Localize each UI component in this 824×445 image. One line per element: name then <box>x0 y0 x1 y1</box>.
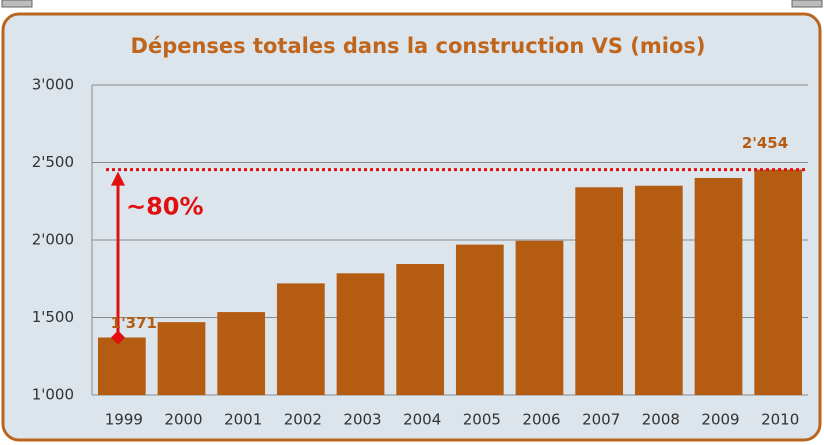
bar <box>97 337 146 395</box>
x-tick-label: 2001 <box>224 411 262 429</box>
bar <box>575 187 624 395</box>
y-tick-label: 1'500 <box>32 308 74 326</box>
x-tick-label: 2007 <box>582 411 620 429</box>
bar <box>157 322 206 395</box>
corner-icon <box>1 0 33 8</box>
y-tick-label: 2'000 <box>32 231 74 249</box>
bar <box>396 264 445 395</box>
x-tick-label: 2005 <box>463 411 501 429</box>
x-tick-label: 2008 <box>642 411 680 429</box>
x-tick-label: 1999 <box>105 411 143 429</box>
x-tick-label: 2000 <box>164 411 202 429</box>
arrow-head <box>111 171 125 186</box>
y-tick-label: 1'000 <box>32 386 74 404</box>
bar <box>217 312 266 395</box>
corner-icon <box>791 0 823 8</box>
bar <box>515 240 564 395</box>
x-tick-label: 2006 <box>522 411 560 429</box>
x-tick-label: 2003 <box>343 411 381 429</box>
bar <box>455 244 504 395</box>
bar <box>634 185 683 395</box>
annotation: ~80% <box>126 193 204 221</box>
bar <box>694 178 743 395</box>
arrow-diamond <box>111 330 125 345</box>
data-label: 1'371 <box>111 314 157 332</box>
data-label: 2'454 <box>742 134 788 152</box>
x-tick-label: 2010 <box>761 411 799 429</box>
bar <box>276 283 325 395</box>
bar <box>754 169 803 395</box>
chart-title: Dépenses totales dans la construction VS… <box>131 34 706 58</box>
y-tick-label: 2'500 <box>32 153 74 171</box>
bar <box>336 273 385 395</box>
x-tick-label: 2004 <box>403 411 441 429</box>
x-tick-label: 2002 <box>284 411 322 429</box>
x-tick-label: 2009 <box>701 411 739 429</box>
y-tick-label: 3'000 <box>32 76 74 94</box>
